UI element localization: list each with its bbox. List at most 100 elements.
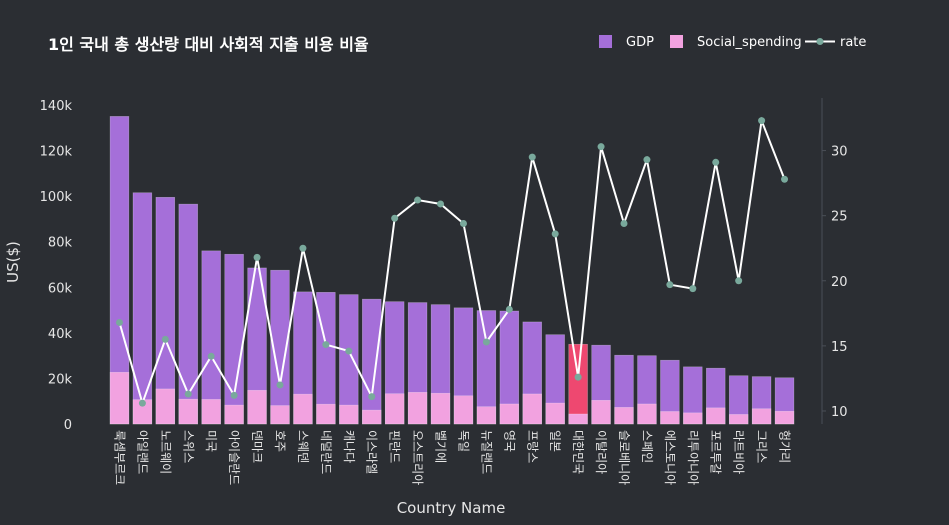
y-axis-right: 10 15 20 25 30 (821, 98, 848, 424)
y-tick-label: 100k (40, 190, 73, 205)
gdp-bar[interactable] (362, 298, 382, 425)
social-spending-bar[interactable] (476, 406, 497, 425)
rate-point[interactable] (712, 158, 720, 166)
legend-rate-label[interactable]: rate (840, 35, 866, 50)
x-tick-label: 미국 (204, 430, 218, 452)
rate-point[interactable] (138, 399, 146, 407)
x-tick-label: 아일랜드 (135, 430, 149, 474)
x-tick-label: 대한민국 (571, 430, 585, 474)
x-tick-label: 핀란드 (388, 430, 402, 463)
social-spending-bar[interactable] (637, 403, 657, 425)
legend-social-spending-label[interactable]: Social_spending (697, 35, 802, 50)
social-spending-bar[interactable] (660, 411, 680, 425)
legend[interactable]: GDP Social_spending rate (599, 35, 866, 50)
rate-point[interactable] (758, 117, 766, 125)
social-spending-bar[interactable] (201, 399, 221, 425)
legend-gdp-label[interactable]: GDP (626, 35, 654, 50)
gdp-bar[interactable] (132, 192, 153, 425)
y-tick-label: 40k (48, 327, 73, 342)
y2-tick-label: 25 (831, 210, 848, 225)
rate-point[interactable] (482, 338, 490, 346)
social-spending-bar[interactable] (545, 402, 565, 425)
social-spending-bar[interactable] (339, 404, 359, 425)
rate-point[interactable] (551, 230, 559, 238)
y-tick-label: 0 (64, 418, 72, 433)
x-tick-label: 뉴질랜드 (479, 430, 493, 474)
social-spending-bar[interactable] (362, 409, 382, 425)
rate-point[interactable] (643, 156, 651, 164)
x-tick-label: 벨기에 (434, 430, 448, 463)
rate-point[interactable] (505, 305, 513, 313)
y2-tick-label: 20 (831, 275, 848, 290)
social-spending-bars (109, 371, 795, 425)
rate-point[interactable] (781, 175, 789, 183)
social-spending-bar[interactable] (178, 398, 198, 425)
social-spending-bar[interactable] (706, 407, 726, 425)
social-spending-bar[interactable] (316, 403, 336, 425)
social-spending-bar[interactable] (430, 392, 451, 425)
rate-point[interactable] (597, 143, 605, 151)
rate-point[interactable] (459, 219, 467, 227)
rate-point[interactable] (184, 390, 192, 398)
social-spending-bar[interactable] (407, 392, 428, 425)
legend-social-spending-swatch[interactable] (670, 35, 683, 48)
rate-point[interactable] (391, 214, 399, 222)
social-spending-bar[interactable] (522, 393, 542, 425)
rate-line[interactable] (118, 116, 786, 407)
x-axis: 룩셈부르크 아일랜드 노르웨이 스위스 미국 아이슬란드 덴마크 호주 스웨덴 네덜란드 캐나다 이스… (112, 430, 791, 485)
social-spending-bar[interactable] (568, 413, 588, 425)
social-spending-bar[interactable] (499, 403, 520, 425)
social-spending-bar[interactable] (155, 388, 176, 425)
rate-point[interactable] (161, 335, 169, 343)
rate-point[interactable] (620, 219, 628, 227)
rate-point[interactable] (574, 373, 582, 381)
social-spending-bar[interactable] (293, 393, 313, 425)
rate-point[interactable] (230, 391, 238, 399)
legend-rate-marker[interactable] (816, 38, 824, 45)
rate-point[interactable] (115, 318, 123, 326)
rate-point[interactable] (735, 277, 743, 285)
social-spending-bar[interactable] (247, 389, 267, 425)
rate-point[interactable] (276, 381, 284, 389)
y-tick-label: 80k (48, 236, 73, 251)
rate-point[interactable] (207, 352, 215, 360)
rate-point[interactable] (322, 341, 330, 349)
x-tick-label: 슬로베니아 (617, 430, 631, 485)
x-tick-label: 네덜란드 (319, 430, 333, 474)
y-tick-label: 60k (48, 281, 73, 296)
rate-point[interactable] (299, 244, 307, 252)
social-spending-bar[interactable] (384, 393, 405, 425)
social-spending-bar[interactable] (728, 414, 749, 425)
social-spending-bar[interactable] (614, 407, 634, 425)
social-spending-bar[interactable] (751, 408, 772, 425)
social-spending-bar[interactable] (109, 371, 130, 425)
rate-point[interactable] (253, 253, 261, 261)
legend-gdp-swatch[interactable] (599, 35, 612, 48)
gdp-bars (109, 116, 795, 425)
x-tick-label: 라트비아 (732, 430, 746, 474)
social-spending-bar[interactable] (774, 410, 795, 425)
x-tick-label: 오스트리아 (411, 430, 425, 485)
rate-point[interactable] (528, 153, 536, 161)
rate-point[interactable] (345, 347, 353, 355)
rate-point[interactable] (689, 285, 697, 293)
x-tick-label: 헝가리 (778, 430, 792, 463)
x-tick-label: 에스토니아 (663, 430, 677, 485)
social-spending-bar[interactable] (270, 405, 290, 425)
gdp-bar[interactable] (201, 250, 221, 425)
rate-point[interactable] (437, 200, 445, 208)
gdp-bar[interactable] (568, 343, 588, 425)
rate-point[interactable] (414, 196, 422, 204)
x-tick-label: 리투아니아 (686, 430, 700, 485)
social-spending-bar[interactable] (591, 400, 611, 425)
social-spending-bar[interactable] (683, 412, 703, 425)
rate-line-series (115, 116, 789, 407)
y2-tick-label: 10 (831, 405, 848, 420)
social-spending-bar[interactable] (224, 404, 244, 425)
social-spending-bar[interactable] (453, 395, 474, 425)
x-tick-label: 룩셈부르크 (112, 430, 126, 485)
rate-point[interactable] (368, 393, 376, 401)
gdp-bar[interactable] (339, 294, 359, 425)
rate-point[interactable] (666, 281, 674, 289)
